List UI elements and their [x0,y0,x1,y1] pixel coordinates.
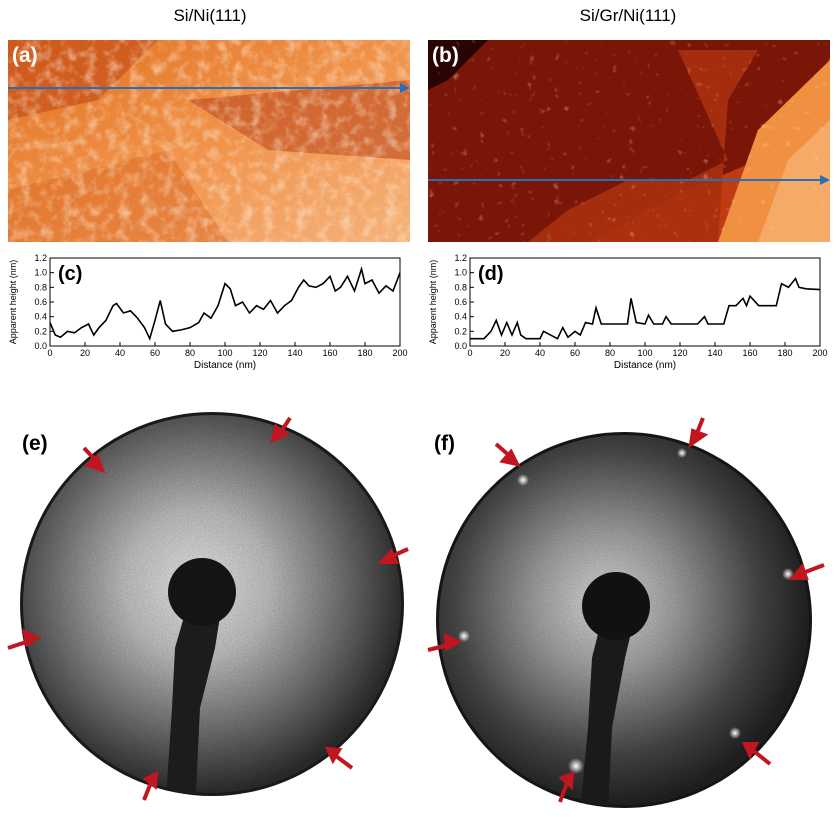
x-tick-label: 180 [777,348,792,358]
x-tick-label: 0 [47,348,52,358]
y-tick-label: 1.0 [34,268,47,278]
arrow-marks-e [7,416,409,801]
stm-image-a-graphic [8,40,410,242]
x-tick-label: 120 [252,348,267,358]
x-tick-label: 100 [637,348,652,358]
arrow-marks-f [427,417,825,803]
y-tick-label: 0.2 [34,326,47,336]
leed-pattern-f-graphic [427,417,825,808]
panel-label-a: (a) [12,44,38,67]
panel-label-f: (f) [434,432,455,455]
leed-pattern-f: (f) [420,408,839,812]
y-tick-label: 0.8 [34,282,47,292]
x-tick-label: 20 [80,348,90,358]
x-tick-label: 160 [742,348,757,358]
x-tick-label: 0 [467,348,472,358]
x-tick-label: 160 [322,348,337,358]
line-profile-marker-a [8,83,410,93]
panel-label-b: (b) [432,44,459,67]
x-tick-label: 120 [672,348,687,358]
x-tick-label: 180 [357,348,372,358]
x-tick-label: 60 [150,348,160,358]
diffraction-spots-f [458,448,794,774]
height-profile-chart-d: 0 20 40 60 80 100 120 140 160 180 200 0.0 0.2 0.4 0.6 0… [428,254,828,371]
y-tick-label: 0.6 [454,297,467,307]
height-profile-line [470,276,821,340]
stm-image-b-graphic [428,40,830,242]
x-tick-label: 40 [115,348,125,358]
x-tick-label: 60 [570,348,580,358]
x-tick-label: 80 [185,348,195,358]
x-tick-label: 200 [812,348,827,358]
stm-image-b: (b) [428,40,830,242]
y-tick-label: 1.0 [454,268,467,278]
x-axis-label: Distance (nm) [194,360,256,371]
y-tick-label: 0.4 [34,312,47,322]
column-title-si-ni: Si/Ni(111) [173,6,247,25]
plot-frame [49,257,401,347]
y-tick-label: 1.2 [454,254,467,263]
y-tick-label: 0.8 [454,282,467,292]
x-tick-label: 40 [535,348,545,358]
x-tick-label: 140 [707,348,722,358]
plot-frame [469,257,821,347]
panel-label-c: (c) [58,263,82,285]
panel-label-d: (d) [478,263,504,285]
height-profile-chart-c: 0 20 40 60 80 100 120 140 160 180 200 0.0 0.2 0.4 0.6 0… [8,254,408,371]
x-tick-label: 100 [217,348,232,358]
y-tick-label: 0.6 [34,297,47,307]
leed-pattern-e: (e) [0,408,420,812]
y-tick-label: 0.2 [454,326,467,336]
y-tick-label: 1.2 [34,254,47,263]
x-tick-label: 200 [392,348,407,358]
x-axis-label: Distance (nm) [614,360,676,371]
y-tick-label: 0.0 [34,341,47,351]
y-tick-label: 0.0 [454,341,467,351]
panel-label-e: (e) [22,432,48,455]
height-profile-line [49,266,401,341]
line-profile-marker-b [428,175,830,185]
y-axis-label: Apparent height (nm) [8,260,18,345]
x-tick-label: 80 [605,348,615,358]
stm-image-a: (a) [8,40,410,242]
leed-pattern-e-graphic [7,412,409,801]
x-tick-label: 140 [287,348,302,358]
x-tick-label: 20 [500,348,510,358]
y-tick-label: 0.4 [454,312,467,322]
column-title-si-gr-ni: Si/Gr/Ni(111) [579,6,677,25]
y-axis-label: Apparent height (nm) [428,260,438,345]
